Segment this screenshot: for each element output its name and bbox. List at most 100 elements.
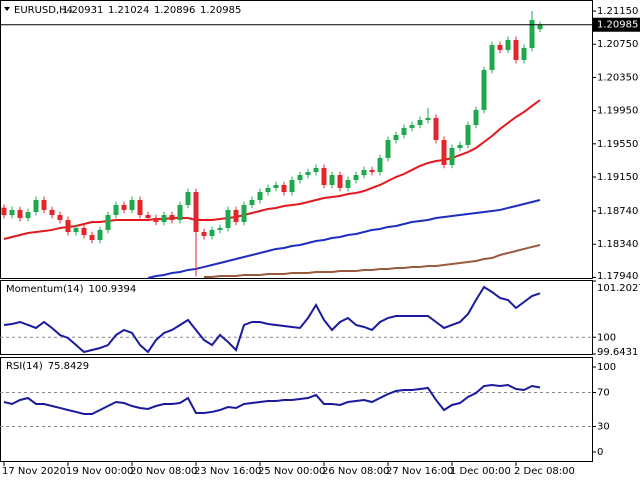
- candle-body: [177, 204, 183, 220]
- candle-body: [497, 44, 503, 50]
- candle-body: [305, 172, 311, 176]
- y-tick-label: 1.19150: [597, 172, 638, 183]
- candle-body: [425, 118, 431, 120]
- candle-body: [81, 227, 87, 236]
- moving-average: [147, 199, 541, 279]
- candle-body: [41, 199, 47, 210]
- candle-body: [393, 135, 399, 140]
- candle-body: [321, 167, 327, 185]
- candle-body: [377, 158, 383, 173]
- candle-body: [465, 124, 471, 145]
- candle-body: [209, 229, 215, 237]
- candle-body: [145, 215, 151, 219]
- y-tick-label: 100: [597, 362, 616, 373]
- candle-body: [105, 215, 111, 230]
- y-tick-label: 1.18740: [597, 206, 638, 217]
- momentum-panel-frame: [0, 280, 593, 355]
- x-tick-label: 26 Nov 08:00: [322, 466, 389, 477]
- candle-body: [225, 209, 231, 228]
- candle-body: [313, 167, 319, 173]
- x-tick-label: 17 Nov 2020: [2, 466, 66, 477]
- candle-body: [9, 209, 15, 216]
- indicator-value: 75.8429: [48, 361, 89, 372]
- y-tick-label: 101.2027: [597, 283, 640, 294]
- candle-body: [1, 207, 7, 216]
- indicator-line: [3, 285, 541, 354]
- candle-body: [353, 175, 359, 180]
- indicator-title: RSI(14): [6, 361, 43, 372]
- x-tick-label: 19 Nov 00:00: [66, 466, 133, 477]
- x-tick-label: 1 Dec 00:00: [450, 466, 511, 477]
- candle-body: [385, 139, 391, 159]
- y-tick-label: 1.18340: [597, 239, 638, 250]
- y-tick-label: 30: [597, 421, 610, 432]
- x-tick-label: 25 Nov 00:00: [258, 466, 325, 477]
- candle-body: [489, 44, 495, 70]
- candle-body: [217, 227, 223, 230]
- y-tick-label: 1.17940: [597, 271, 638, 282]
- candle-body: [297, 175, 303, 180]
- candle-body: [161, 215, 167, 222]
- candle-body: [433, 118, 439, 140]
- y-tick-label: 1.20350: [597, 72, 638, 83]
- candle-body: [521, 47, 527, 60]
- candle-body: [97, 229, 103, 240]
- candle-body: [265, 187, 271, 193]
- y-tick-label: 1.19550: [597, 139, 638, 150]
- candle-body: [369, 169, 375, 173]
- candle-body: [417, 119, 423, 125]
- candle-body: [457, 144, 463, 148]
- candle-body: [345, 179, 351, 188]
- candle-body: [153, 218, 159, 222]
- candle-body: [49, 209, 55, 216]
- current-price-label: 1.20985: [597, 20, 638, 31]
- symbol-menu-icon[interactable]: [4, 7, 10, 11]
- y-tick-label: 1.20750: [597, 39, 638, 50]
- candle-body: [441, 139, 447, 165]
- y-tick-label: 1.21150: [597, 6, 638, 17]
- candle-body: [529, 19, 535, 48]
- rsi-panel-frame: [0, 357, 593, 462]
- candle-body: [513, 39, 519, 60]
- candle-body: [329, 175, 335, 185]
- y-tick-label: 100: [597, 332, 616, 343]
- chart-title: EURUSD,H4: [14, 5, 73, 16]
- header-high: 1.21024: [108, 5, 149, 16]
- x-tick-label: 2 Dec 08:00: [514, 466, 575, 477]
- panel-frames: [0, 0, 593, 462]
- candle-body: [257, 192, 263, 200]
- candle-body: [193, 192, 199, 233]
- indicator-title: Momentum(14): [6, 284, 84, 295]
- y-tick-label: 0: [597, 447, 603, 458]
- candle-body: [185, 192, 191, 205]
- candle-body: [449, 147, 455, 165]
- y-tick-label: 1.19950: [597, 106, 638, 117]
- candle-body: [289, 179, 295, 193]
- candle-body: [113, 204, 119, 216]
- main-panel-frame: [0, 0, 593, 279]
- candle-body: [73, 227, 79, 233]
- header-close: 1.20985: [200, 5, 241, 16]
- x-tick-label: 20 Nov 08:00: [130, 466, 197, 477]
- candle-body: [233, 209, 239, 222]
- candle-body: [25, 212, 31, 219]
- current-price-box: [592, 17, 640, 32]
- moving-average: [204, 243, 541, 278]
- candle-body: [273, 184, 279, 188]
- candle-body: [201, 232, 207, 237]
- candle-body: [169, 215, 175, 220]
- candle-body: [57, 215, 63, 220]
- x-tick-label: 27 Nov 16:00: [386, 466, 453, 477]
- candle-body: [505, 39, 511, 50]
- candle-body: [121, 204, 127, 210]
- indicator-value: 100.9394: [89, 284, 137, 295]
- candle-body: [473, 109, 479, 125]
- y-tick-label: 70: [597, 387, 610, 398]
- header-low: 1.20896: [154, 5, 195, 16]
- candle-body: [241, 204, 247, 222]
- candle-body: [361, 169, 367, 176]
- candle-body: [401, 127, 407, 136]
- candle-body: [137, 199, 143, 216]
- candle-body: [129, 199, 135, 210]
- candle-body: [17, 209, 23, 219]
